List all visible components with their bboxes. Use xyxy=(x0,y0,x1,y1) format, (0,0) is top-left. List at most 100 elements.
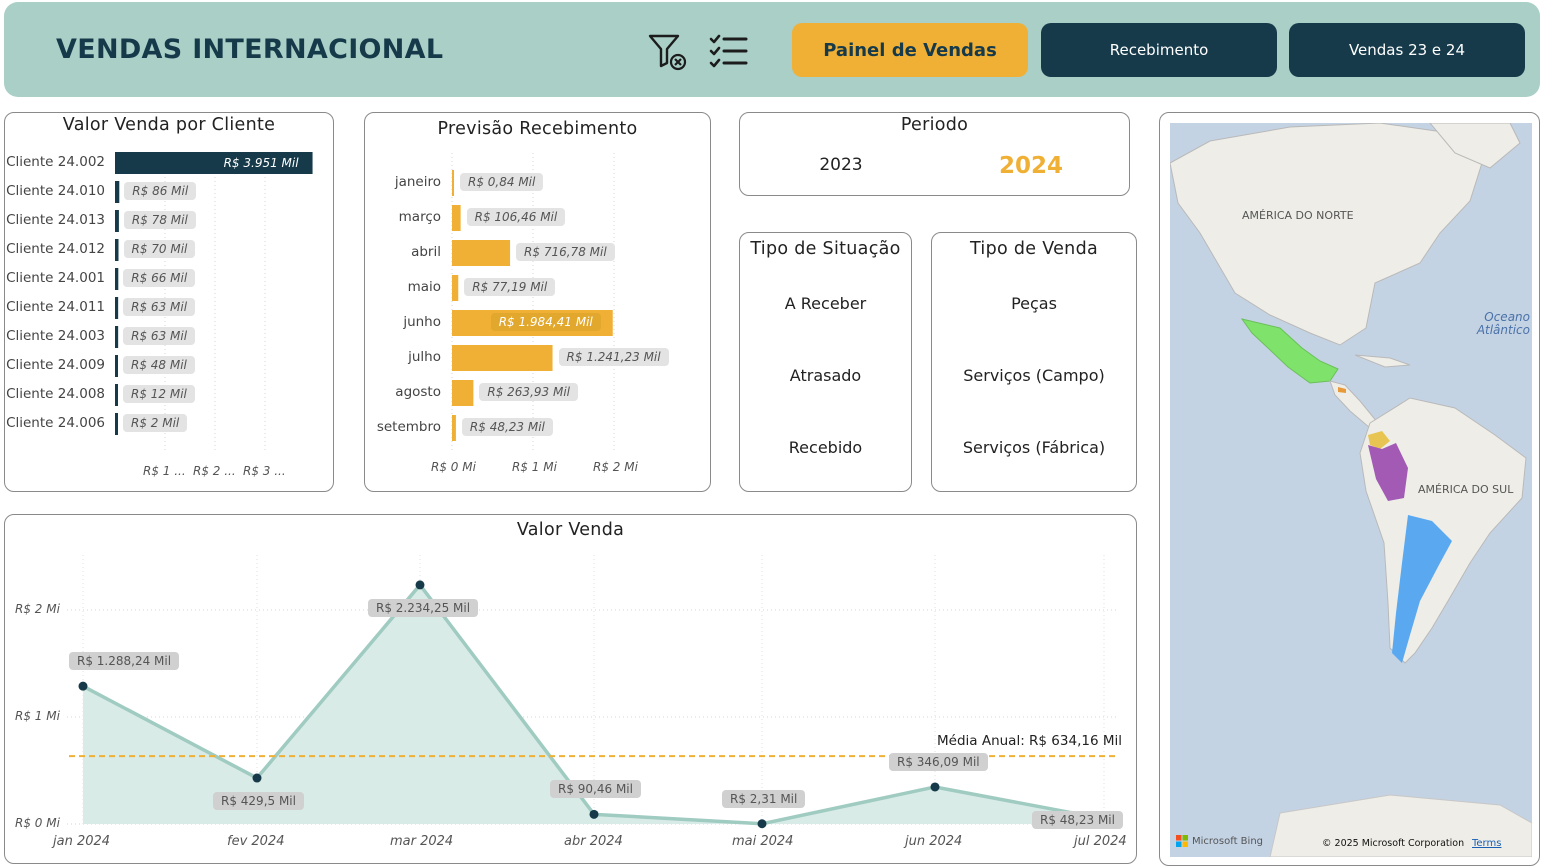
previsao-category-label: março xyxy=(398,209,441,225)
nav-recebimento[interactable]: Recebimento xyxy=(1041,23,1277,77)
cliente-value-label: R$ 3.951 Mil xyxy=(223,156,299,170)
previsao-chart-title: Previsão Recebimento xyxy=(437,119,638,139)
cliente-chart-title: Valor Venda por Cliente xyxy=(62,115,276,135)
ecuador-region xyxy=(1368,431,1390,449)
situacao-option-recebido[interactable]: Recebido xyxy=(788,438,863,457)
map-label-ocean: Oceano Atlântico xyxy=(1476,310,1530,337)
area-point xyxy=(930,782,940,792)
area-point xyxy=(757,819,767,829)
area-value-label: R$ 346,09 Mil xyxy=(889,752,988,771)
cliente-bar xyxy=(115,355,118,377)
previsao-value-label: R$ 1.241,23 Mil xyxy=(558,348,669,366)
area-x-tick: jan 2024 xyxy=(53,834,111,849)
cliente-value-label: R$ 63 Mil xyxy=(123,327,196,345)
previsao-bar xyxy=(452,240,511,266)
cliente-value-label: R$ 78 Mil xyxy=(123,211,196,229)
nav-vendas-23-e-24[interactable]: Vendas 23 e 24 xyxy=(1289,23,1525,77)
nav-painel-de-vendas[interactable]: Painel de Vendas xyxy=(792,23,1028,77)
previsao-bar xyxy=(452,170,454,196)
periodo-slicer: Periodo 2023 2024 xyxy=(739,112,1130,196)
map-label-south-america: AMÉRICA DO SUL xyxy=(1418,483,1514,496)
map-label-north-america: AMÉRICA DO NORTE xyxy=(1242,209,1354,222)
area-x-tick: mai 2024 xyxy=(732,834,794,849)
previsao-x-tick: R$ 1 Mi xyxy=(512,460,557,474)
bing-brand-text: Microsoft Bing xyxy=(1192,835,1264,847)
area-value-label: R$ 1.288,24 Mil xyxy=(69,652,180,671)
cliente-bar xyxy=(115,152,313,174)
bing-attribution: Microsoft Bing xyxy=(1176,835,1263,847)
area-x-tick: mar 2024 xyxy=(390,834,454,849)
cliente-value-label: R$ 66 Mil xyxy=(123,269,196,287)
tipo-venda-option-servicos-campo[interactable]: Serviços (Campo) xyxy=(963,366,1105,385)
situacao-option-a-receber[interactable]: A Receber xyxy=(784,294,867,313)
cliente-bar xyxy=(115,268,119,290)
area-x-tick: jul 2024 xyxy=(1074,834,1127,849)
previsao-value-label: R$ 716,78 Mil xyxy=(516,243,615,261)
app-title: VENDAS INTERNACIONAL xyxy=(56,34,444,65)
cliente-category-label: Cliente 24.008 xyxy=(6,386,105,402)
cliente-category-label: Cliente 24.002 xyxy=(6,154,105,170)
central-america-landmass xyxy=(1329,380,1379,429)
previsao-x-tick: R$ 0 Mi xyxy=(431,460,476,474)
cliente-value-label: R$ 48 Mil xyxy=(123,356,195,374)
tipo-venda-option-pecas[interactable]: Peças xyxy=(1011,294,1057,313)
previsao-value-label: R$ 77,19 Mil xyxy=(464,278,556,296)
cliente-category-label: Cliente 24.012 xyxy=(6,241,105,257)
area-value-label: R$ 2,31 Mil xyxy=(722,789,806,808)
area-value-label: R$ 90,46 Mil xyxy=(550,780,641,799)
cliente-value-label: R$ 63 Mil xyxy=(123,298,196,316)
cliente-bar xyxy=(115,181,120,203)
situacao-title: Tipo de Situação xyxy=(750,239,901,259)
situacao-option-atrasado[interactable]: Atrasado xyxy=(789,366,862,385)
previsao-category-label: julho xyxy=(408,349,441,365)
sales-map[interactable]: AMÉRICA DO NORTE AMÉRICA DO SUL Oceano A… xyxy=(1170,123,1532,857)
valor-venda-title: Valor Venda xyxy=(516,520,625,540)
area-y-tick: R$ 0 Mi xyxy=(15,816,60,830)
map-canvas xyxy=(1170,123,1532,857)
clear-filter-icon[interactable] xyxy=(648,32,690,72)
map-terms-link[interactable]: Terms xyxy=(1472,838,1502,849)
previsao-category-label: agosto xyxy=(395,384,441,400)
checklist-icon[interactable] xyxy=(708,32,750,72)
area-y-tick: R$ 2 Mi xyxy=(15,602,60,616)
header-bar: VENDAS INTERNACIONAL Painel de Vendas Re… xyxy=(4,2,1540,97)
previsao-value-label: R$ 106,46 Mil xyxy=(466,208,566,226)
cliente-bar xyxy=(115,297,119,319)
previsao-chart-panel: Previsão Recebimento R$ 0 Mi R$ 1 Mi R$ 2 … xyxy=(364,112,711,492)
map-copyright: © 2025 Microsoft Corporation xyxy=(1322,838,1465,849)
cliente-x-tick: R$ 3 ... xyxy=(243,464,286,478)
cliente-bar xyxy=(115,210,119,232)
tipo-venda-option-servicos-fabrica[interactable]: Serviços (Fábrica) xyxy=(962,438,1106,457)
periodo-option-2023[interactable]: 2023 xyxy=(819,155,863,175)
caribbean-landmass xyxy=(1354,354,1411,368)
cliente-category-label: Cliente 24.001 xyxy=(6,270,105,286)
area-value-label: R$ 48,23 Mil xyxy=(1032,810,1123,829)
previsao-bar xyxy=(452,415,456,441)
area-fill xyxy=(83,584,1104,824)
area-x-tick: jun 2024 xyxy=(905,834,963,849)
area-point xyxy=(415,580,425,590)
cliente-x-tick: R$ 1 ... xyxy=(143,464,186,478)
periodo-option-2024[interactable]: 2024 xyxy=(998,153,1063,179)
antarctica-landmass xyxy=(1269,794,1532,857)
previsao-category-label: junho xyxy=(403,314,441,330)
tipo-venda-slicer: Tipo de Venda Peças Serviços (Campo) Ser… xyxy=(931,232,1137,492)
area-x-tick: abr 2024 xyxy=(564,834,623,849)
cliente-value-label: R$ 12 Mil xyxy=(123,385,195,403)
cliente-chart-panel: Valor Venda por Cliente R$ 1 ... R$ 2 ...… xyxy=(4,112,334,492)
cliente-bar xyxy=(115,239,119,261)
average-line-label: Média Anual: R$ 634,16 Mil xyxy=(937,733,1122,749)
cliente-value-label: R$ 86 Mil xyxy=(124,182,197,200)
previsao-x-tick: R$ 2 Mi xyxy=(593,460,638,474)
previsao-value-label: R$ 263,93 Mil xyxy=(479,383,578,401)
cliente-category-label: Cliente 24.010 xyxy=(6,183,105,199)
previsao-bar xyxy=(452,345,553,371)
area-value-label: R$ 429,5 Mil xyxy=(213,792,304,811)
valor-venda-svg xyxy=(67,555,1117,829)
area-x-tick: fev 2024 xyxy=(227,834,285,849)
cliente-category-label: Cliente 24.009 xyxy=(6,357,105,373)
previsao-category-label: janeiro xyxy=(394,174,441,190)
area-point xyxy=(589,809,599,819)
previsao-bar xyxy=(452,275,459,301)
previsao-value-label: R$ 0,84 Mil xyxy=(460,173,544,191)
